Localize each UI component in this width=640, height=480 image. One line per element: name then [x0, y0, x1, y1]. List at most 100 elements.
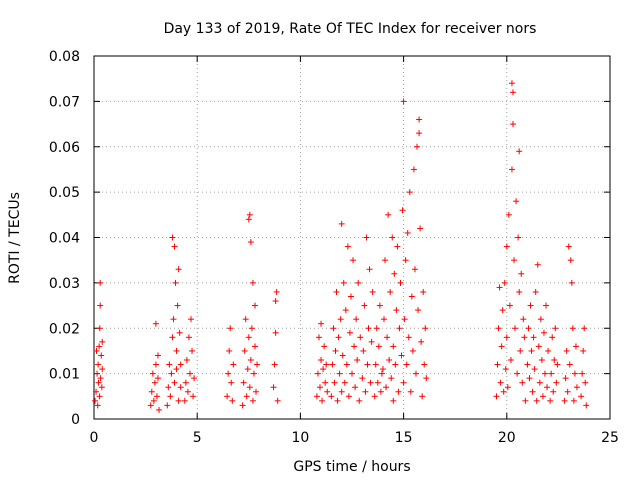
data-point [272, 298, 279, 305]
data-point [551, 357, 558, 364]
data-point [330, 325, 337, 332]
data-point [340, 279, 347, 286]
data-point [418, 338, 425, 345]
data-point [347, 293, 354, 300]
x-tick-label: 20 [498, 430, 516, 446]
data-point [371, 393, 378, 400]
data-point [246, 384, 253, 391]
data-point [516, 288, 523, 295]
data-point [171, 243, 178, 250]
y-axis-label: ROTI / TECUs [7, 192, 23, 284]
data-point [177, 361, 184, 368]
data-point [318, 357, 325, 364]
data-point [153, 393, 160, 400]
data-point [376, 302, 383, 309]
data-point [379, 366, 386, 373]
y-tick-label: 0.02 [49, 321, 80, 337]
data-point [552, 325, 559, 332]
data-point [335, 334, 342, 341]
data-point [544, 384, 551, 391]
data-point [249, 397, 256, 404]
data-point [534, 261, 541, 268]
data-point [355, 279, 362, 286]
data-point [173, 347, 180, 354]
data-point [254, 361, 261, 368]
data-point [329, 361, 336, 368]
data-point [96, 325, 103, 332]
data-point [518, 270, 525, 277]
data-point [225, 370, 232, 377]
data-point [226, 347, 233, 354]
data-point [338, 388, 345, 395]
data-point [548, 370, 555, 377]
y-tick-label: 0 [71, 412, 80, 428]
data-point [529, 388, 536, 395]
data-point [352, 384, 359, 391]
data-point [224, 393, 231, 400]
x-tick-label: 25 [601, 430, 619, 446]
data-point [378, 370, 385, 377]
data-point [583, 402, 590, 409]
data-point [175, 266, 182, 273]
data-point [230, 361, 237, 368]
data-point [506, 302, 513, 309]
data-point [322, 379, 329, 386]
data-point [512, 325, 519, 332]
data-point [320, 366, 327, 373]
data-point [522, 397, 529, 404]
data-point [228, 379, 235, 386]
data-point [177, 384, 184, 391]
data-point [395, 388, 402, 395]
data-point [416, 116, 423, 123]
data-point [568, 279, 575, 286]
data-point [156, 406, 163, 413]
data-point [169, 234, 176, 241]
data-point [511, 257, 518, 264]
data-point [581, 325, 588, 332]
data-point [496, 284, 503, 291]
data-point [247, 357, 254, 364]
x-tick-label: 15 [395, 430, 413, 446]
data-point [188, 316, 195, 323]
data-point [520, 316, 527, 323]
data-point [333, 288, 340, 295]
data-point [171, 379, 178, 386]
data-point [408, 293, 415, 300]
data-point [239, 402, 246, 409]
y-tick-label: 0.08 [49, 49, 80, 65]
data-point [547, 397, 554, 404]
data-point [328, 393, 335, 400]
data-point [536, 379, 543, 386]
data-point [391, 270, 398, 277]
data-point [403, 361, 410, 368]
data-point [553, 379, 560, 386]
data-point [94, 370, 101, 377]
data-point [545, 347, 552, 354]
data-point [97, 375, 104, 382]
data-point [388, 375, 395, 382]
data-point [508, 166, 515, 173]
data-point [176, 329, 183, 336]
data-point [373, 325, 380, 332]
y-tick-label: 0.04 [49, 231, 80, 247]
data-point [507, 357, 514, 364]
data-point [503, 334, 510, 341]
data-point [154, 352, 161, 359]
data-point [517, 347, 524, 354]
data-point [516, 148, 523, 155]
data-point [416, 130, 423, 137]
data-point [409, 347, 416, 354]
data-point [366, 266, 373, 273]
data-point [526, 375, 533, 382]
data-point [566, 361, 573, 368]
data-point [319, 397, 326, 404]
data-point [185, 334, 192, 341]
data-point [570, 397, 577, 404]
data-point [241, 347, 248, 354]
data-point [164, 402, 171, 409]
data-point [99, 338, 106, 345]
data-point [367, 379, 374, 386]
data-point [509, 121, 516, 128]
data-point [397, 279, 404, 286]
